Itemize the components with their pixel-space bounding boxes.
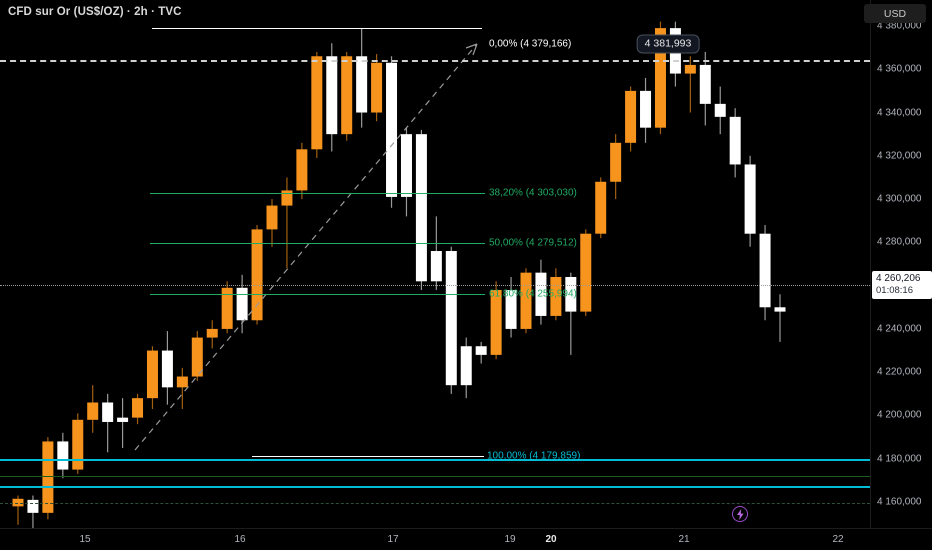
candlestick [206,320,218,349]
candlestick-svg [12,21,786,528]
price-axis-tick: 4 320,000 [877,150,922,162]
candlestick [460,337,472,399]
current-price-tag: 4 260,206 01:08:16 [872,271,932,300]
candlestick [445,246,457,394]
candlestick [400,127,412,217]
candlestick [430,216,442,290]
candlestick [714,86,726,135]
lightning-glyph [736,508,744,520]
candlestick [266,199,278,247]
candlestick [176,367,188,409]
candlestick [12,495,24,525]
current-price-line [0,285,870,287]
fib-1-line[interactable] [150,192,485,194]
time-axis-tick: 15 [79,534,91,545]
candlestick [27,495,39,528]
candlestick [281,177,293,269]
fib-100-segment [252,456,484,458]
price-axis-tick: 4 360,000 [877,63,922,75]
price-axis-tick: 4 160,000 [877,496,922,508]
time-axis-tick: 16 [234,534,246,545]
price-axis-tick: 4 340,000 [877,107,922,119]
candlestick [72,413,84,474]
candlestick [625,86,637,152]
price-axis[interactable]: 4 380,000 4 360,000 4 340,000 4 320,000 4 30… [870,0,932,528]
candlestick [580,229,592,316]
support-dashed-line [0,503,870,505]
time-axis-tick: 19 [504,534,516,545]
resistance-dashed-line [0,59,870,62]
fib-100-label: 100,00% (4 179,859) [487,450,581,462]
fib-0-line[interactable] [152,27,482,29]
candlestick [386,56,398,208]
candlestick [699,51,711,126]
current-price-value: 4 260,206 [876,273,921,285]
price-axis-tick: 4 180,000 [877,453,922,465]
fib-3-line[interactable] [150,294,485,296]
time-axis-tick: 22 [832,534,844,545]
time-axis-tick: 20 [545,534,557,545]
chart-plot-area[interactable]: 0,00% (4 379,166) 38,20% (4 303,030) 50,00… [0,0,870,528]
candlestick [550,268,562,321]
candlestick [132,393,144,425]
lightning-bolt-icon[interactable] [732,506,748,522]
candlestick [774,294,786,342]
candlestick [744,155,756,247]
time-axis-tick: 21 [678,534,690,545]
support-line-1[interactable] [0,476,870,478]
ascending-trendline[interactable] [134,43,478,451]
candlestick [221,281,233,334]
support-line-0[interactable] [0,459,870,462]
fib-50-label: 50,00% (4 279,512) [489,237,577,249]
candlestick [505,276,517,338]
candlestick [296,142,308,200]
price-axis-tick: 4 380,000 [877,20,922,32]
chart-title: CFD sur Or (US$/OZ) · 2h · TVC [8,6,182,18]
candlestick [236,274,248,334]
fib-382-label: 38,20% (4 303,030) [489,187,577,199]
candlestick [640,77,652,143]
candlestick [475,341,487,364]
price-axis-tick: 4 240,000 [877,323,922,335]
candlestick [251,225,263,325]
candlestick [415,129,427,290]
candlestick [595,177,607,239]
candlestick [520,268,532,334]
support-line-2[interactable] [0,485,870,488]
time-axis[interactable]: 15 16 17 19 20 21 22 [0,528,932,550]
candlestick [42,437,54,520]
candlestick [371,54,383,122]
candlestick [161,331,173,405]
candlestick [87,385,99,433]
candlestick [684,56,696,113]
candlestick [57,432,69,479]
fib-0-label: 0,00% (4 379,166) [489,38,572,50]
fib-618-label: 61,80% (4 255,994) [489,288,577,300]
price-axis-tick: 4 220,000 [877,366,922,378]
high-price-label: 4 381,993 [636,34,700,54]
candlestick [356,28,368,128]
candlestick [146,346,158,409]
candlestick [490,281,502,360]
price-axis-tick: 4 280,000 [877,236,922,248]
currency-badge[interactable]: USD [864,4,926,23]
candlestick [610,134,622,200]
price-axis-tick: 4 200,000 [877,409,922,421]
candlestick [729,108,741,178]
price-axis-tick: 4 300,000 [877,193,922,205]
fib-2-line[interactable] [150,243,485,245]
candlestick [669,21,681,87]
time-axis-tick: 17 [387,534,399,545]
candlestick [311,51,323,158]
candlestick [191,331,203,381]
candlestick [102,393,114,453]
candlestick [759,225,771,321]
candlestick [117,398,129,448]
candlestick [565,272,577,355]
candlestick [341,51,353,141]
candlestick [535,259,547,325]
current-price-countdown: 01:08:16 [876,284,913,296]
